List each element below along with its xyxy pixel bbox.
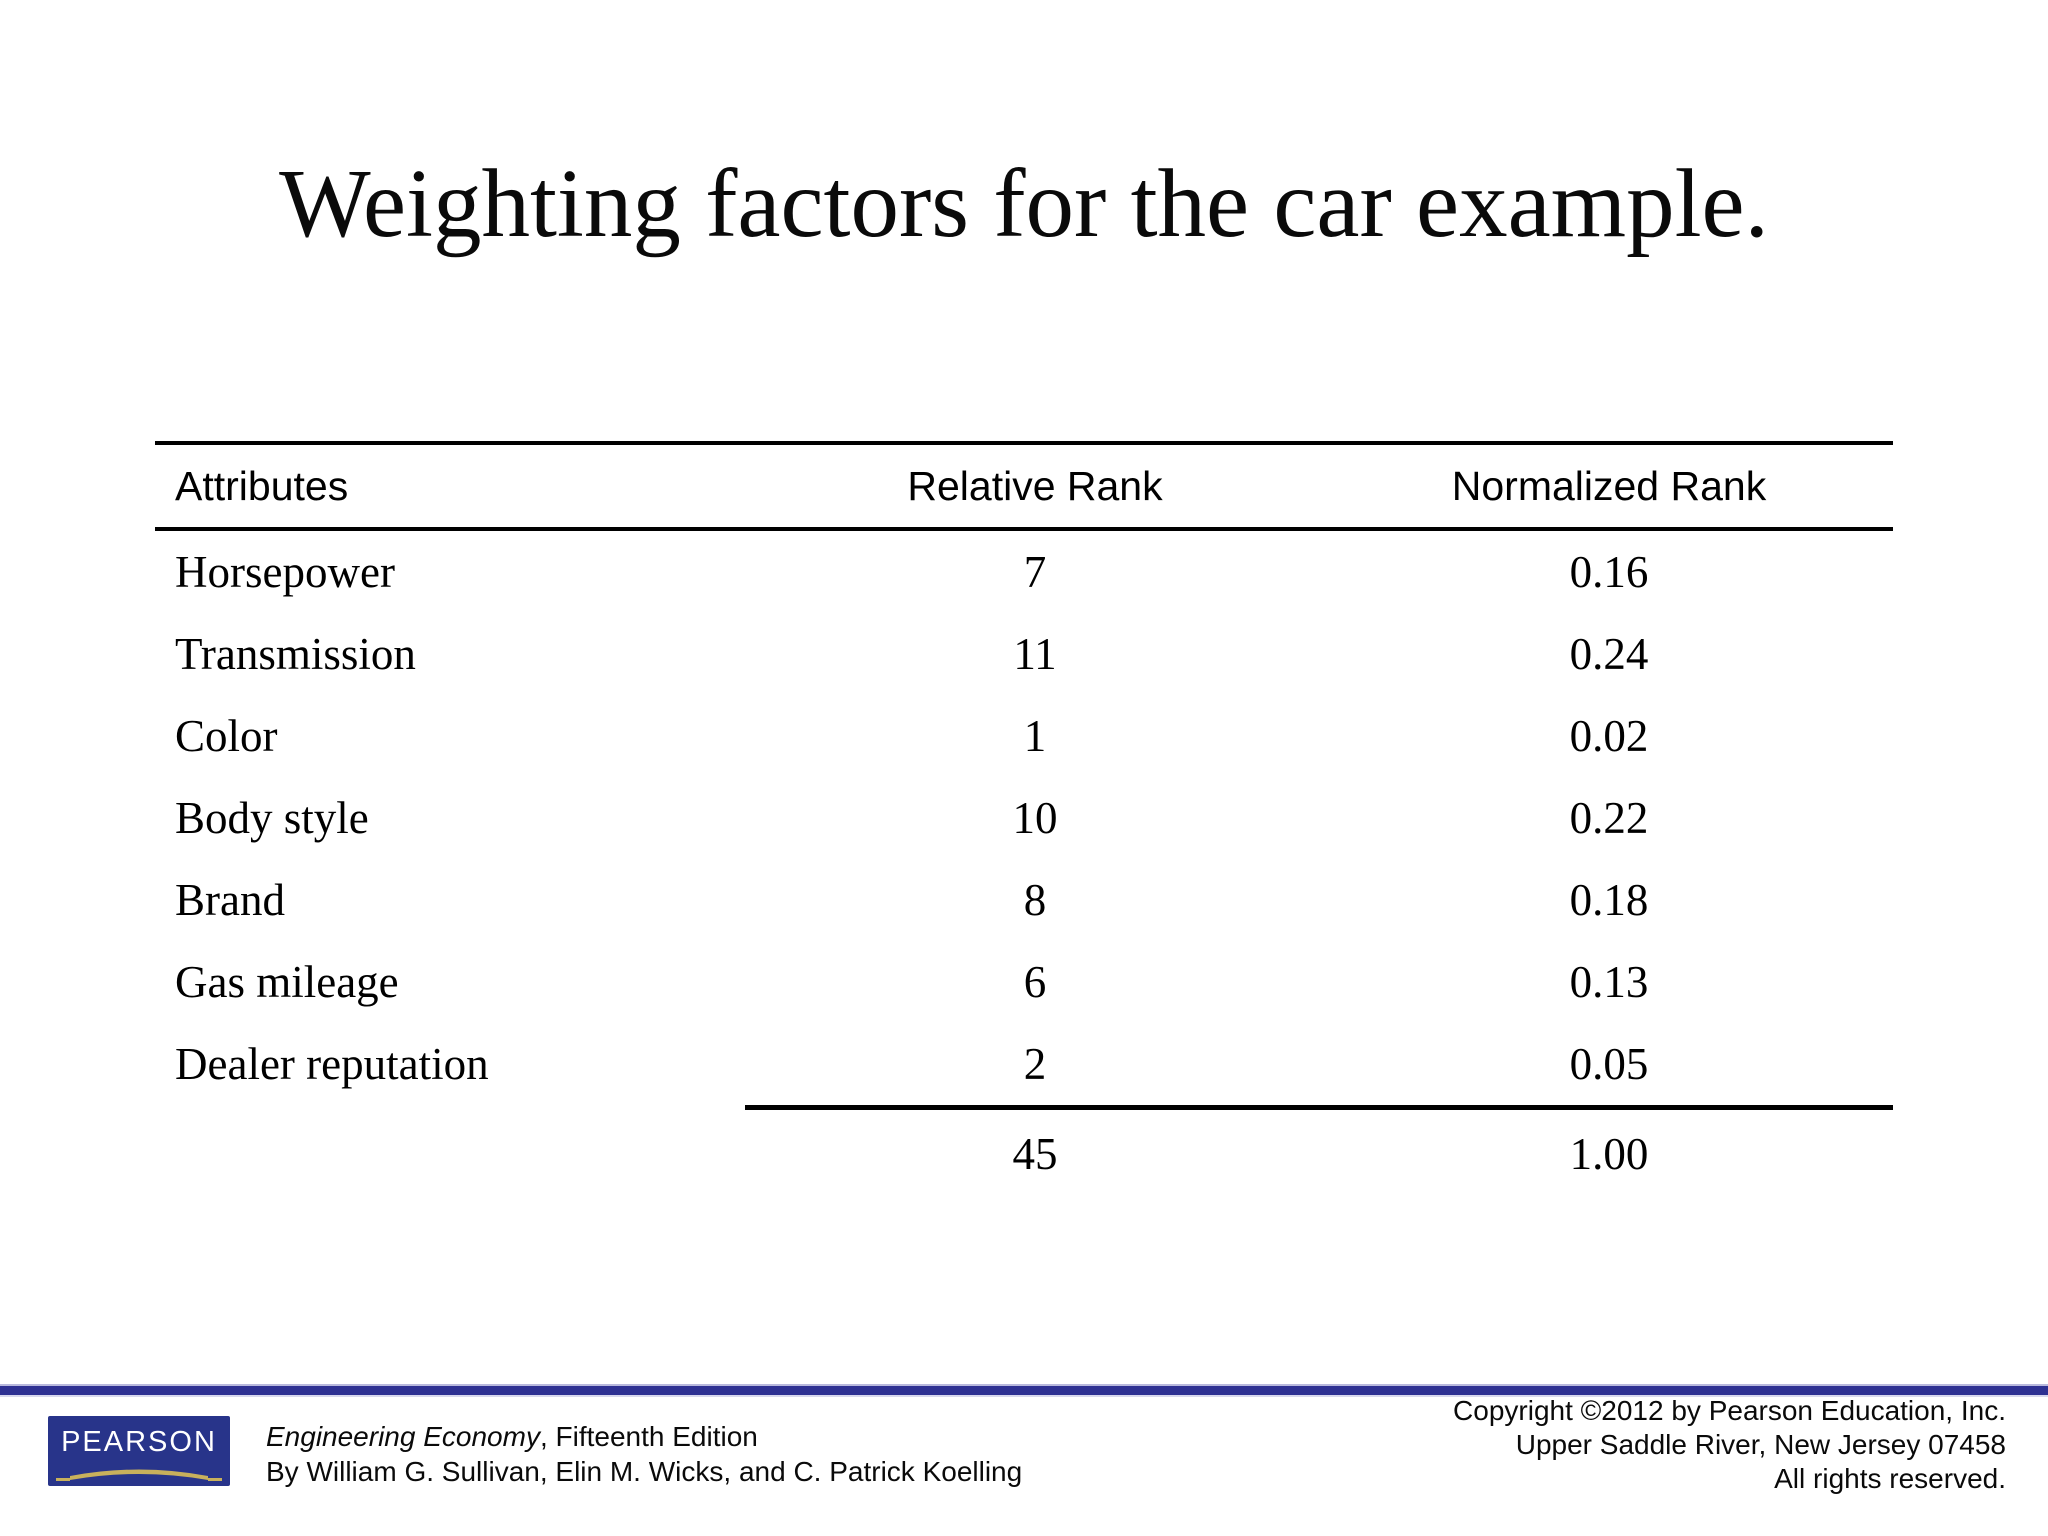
- pearson-logo-text: PEARSON: [61, 1426, 217, 1458]
- table-header-row: Attributes Relative Rank Normalized Rank: [155, 445, 1893, 531]
- weighting-factors-table: Attributes Relative Rank Normalized Rank…: [155, 441, 1893, 1198]
- attribute-cell: Color: [175, 711, 278, 761]
- relative-rank-cell: 1: [1023, 711, 1047, 761]
- normalized-rank-cell: 0.18: [1569, 875, 1649, 925]
- total-normalized-rank: 1.00: [1325, 1105, 1893, 1198]
- relative-rank-cell: 2: [1023, 1039, 1047, 1089]
- normalized-rank-cell: 0.24: [1569, 629, 1649, 679]
- table-totals-row: 45 1.00: [155, 1105, 1893, 1198]
- normalized-rank-cell: 0.13: [1569, 957, 1649, 1007]
- attribute-cell: Dealer reputation: [175, 1039, 489, 1089]
- book-authors: By William G. Sullivan, Elin M. Wicks, a…: [266, 1456, 1023, 1487]
- pearson-logo-arc-icon: [56, 1469, 222, 1481]
- attribute-cell: Gas mileage: [175, 957, 399, 1007]
- table-row: Body style 10 0.22: [155, 777, 1893, 859]
- header-relative-rank: Relative Rank: [907, 462, 1163, 509]
- copyright-line-2: Upper Saddle River, New Jersey 07458: [1515, 1429, 2006, 1460]
- header-attributes: Attributes: [175, 462, 349, 509]
- normalized-rank-cell: 0.16: [1569, 547, 1649, 597]
- attribute-cell: Transmission: [175, 629, 416, 679]
- relative-rank-cell: 7: [1023, 547, 1047, 597]
- attribute-cell: Brand: [175, 875, 285, 925]
- table-row: Brand 8 0.18: [155, 859, 1893, 941]
- table-row: Gas mileage 6 0.13: [155, 941, 1893, 1023]
- copyright-line-1: Copyright ©2012 by Pearson Education, In…: [1453, 1395, 2006, 1426]
- footer-copyright: Copyright ©2012 by Pearson Education, In…: [1453, 1394, 2006, 1496]
- table-row: Dealer reputation 2 0.05: [155, 1023, 1893, 1105]
- table-row: Color 1 0.02: [155, 695, 1893, 777]
- table-row: Transmission 11 0.24: [155, 613, 1893, 695]
- table-row: Horsepower 7 0.16: [155, 531, 1893, 613]
- normalized-rank-cell: 0.02: [1569, 711, 1649, 761]
- attribute-cell: Body style: [175, 793, 369, 843]
- normalized-rank-cell: 0.05: [1569, 1039, 1649, 1089]
- book-title: Engineering Economy: [266, 1421, 540, 1452]
- header-normalized-rank: Normalized Rank: [1451, 462, 1767, 509]
- relative-rank-cell: 6: [1023, 957, 1047, 1007]
- relative-rank-cell: 10: [1012, 793, 1058, 843]
- book-edition: , Fifteenth Edition: [539, 1421, 758, 1452]
- copyright-line-3: All rights reserved.: [1774, 1463, 2006, 1494]
- footer-divider-bar: [0, 1384, 2048, 1397]
- normalized-rank-cell: 0.22: [1569, 793, 1649, 843]
- attribute-cell: Horsepower: [175, 547, 395, 597]
- totals-empty-cell: [155, 1108, 745, 1196]
- total-relative-rank: 45: [745, 1105, 1325, 1198]
- pearson-logo: PEARSON: [48, 1416, 230, 1486]
- relative-rank-cell: 11: [1013, 629, 1057, 679]
- page-title: Weighting factors for the car example.: [279, 150, 1769, 257]
- footer-book-info: Engineering Economy, Fifteenth Edition B…: [266, 1419, 1022, 1489]
- relative-rank-cell: 8: [1023, 875, 1047, 925]
- book-title-line: Engineering Economy, Fifteenth Edition: [266, 1419, 1022, 1454]
